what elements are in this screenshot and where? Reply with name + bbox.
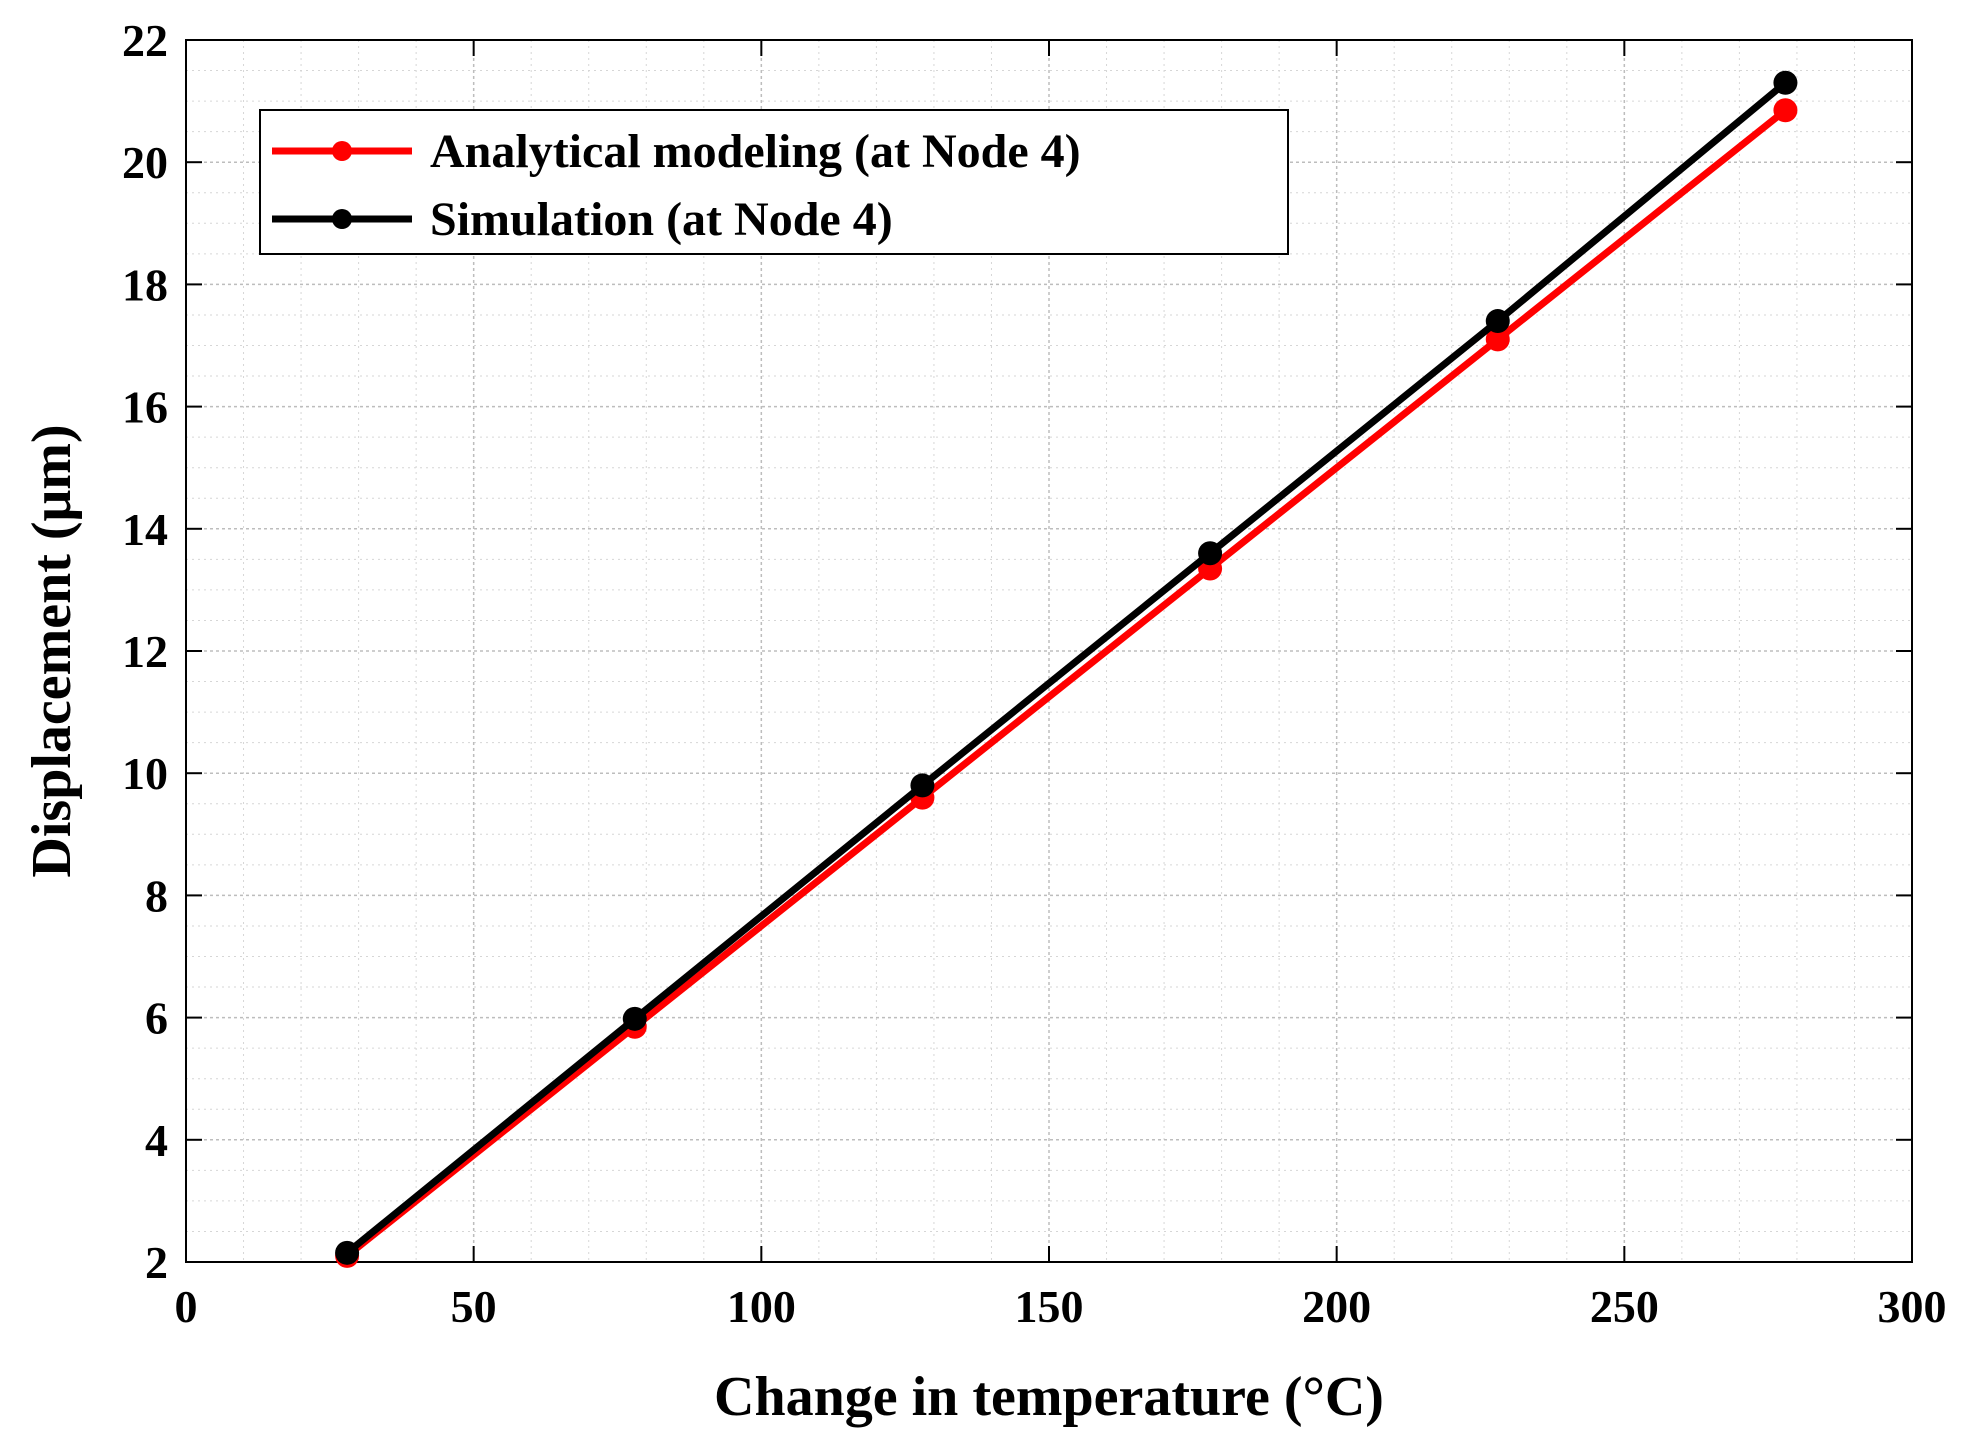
legend: Analytical modeling (at Node 4) Simulati… xyxy=(259,109,1289,255)
legend-box xyxy=(259,109,1289,255)
x-tick-label: 150 xyxy=(1015,1281,1084,1332)
y-tick-label: 4 xyxy=(145,1115,168,1166)
series-line-analytical xyxy=(343,106,1789,1260)
legend-label-analytical: Analytical modeling (at Node 4) xyxy=(430,125,1081,178)
y-axis-tick-labels: 2 4 6 8 10 12 14 16 18 20 22 xyxy=(122,15,168,1288)
series-layer xyxy=(335,70,1798,1268)
data-point-simulation xyxy=(910,773,935,798)
data-point-simulation xyxy=(1198,541,1223,566)
y-axis-title: Displacement (μm) xyxy=(21,424,83,877)
x-tick-label: 100 xyxy=(727,1281,796,1332)
legend-label-simulation: Simulation (at Node 4) xyxy=(430,193,893,246)
x-tick-label: 200 xyxy=(1302,1281,1371,1332)
data-point-analytical xyxy=(1773,98,1798,123)
y-tick-label: 16 xyxy=(122,382,168,433)
x-tick-label: 300 xyxy=(1878,1281,1947,1332)
x-axis-title: Change in temperature (°C) xyxy=(714,1366,1384,1428)
axis-ticks xyxy=(185,39,1913,1263)
data-point-simulation xyxy=(335,1240,360,1265)
y-tick-label: 18 xyxy=(122,259,168,310)
data-point-simulation xyxy=(1485,309,1510,334)
y-tick-label: 12 xyxy=(122,626,168,677)
y-tick-label: 2 xyxy=(145,1237,168,1288)
legend-marker-simulation xyxy=(332,209,352,229)
y-tick-label: 6 xyxy=(145,993,168,1044)
x-tick-label: 0 xyxy=(175,1281,198,1332)
x-tick-label: 50 xyxy=(451,1281,497,1332)
series-line-simulation xyxy=(343,79,1789,1257)
data-point-analytical xyxy=(1485,327,1510,352)
y-tick-label: 10 xyxy=(122,748,168,799)
y-tick-label: 14 xyxy=(122,504,168,555)
y-tick-label: 8 xyxy=(145,870,168,921)
y-tick-label: 22 xyxy=(122,15,168,66)
x-axis-tick-labels: 0 50 100 150 200 250 300 xyxy=(175,1281,1947,1332)
data-point-simulation xyxy=(1773,70,1798,95)
y-tick-label: 20 xyxy=(122,137,168,188)
x-tick-label: 250 xyxy=(1590,1281,1659,1332)
data-point-simulation xyxy=(622,1006,647,1031)
legend-marker-analytical xyxy=(332,141,352,161)
